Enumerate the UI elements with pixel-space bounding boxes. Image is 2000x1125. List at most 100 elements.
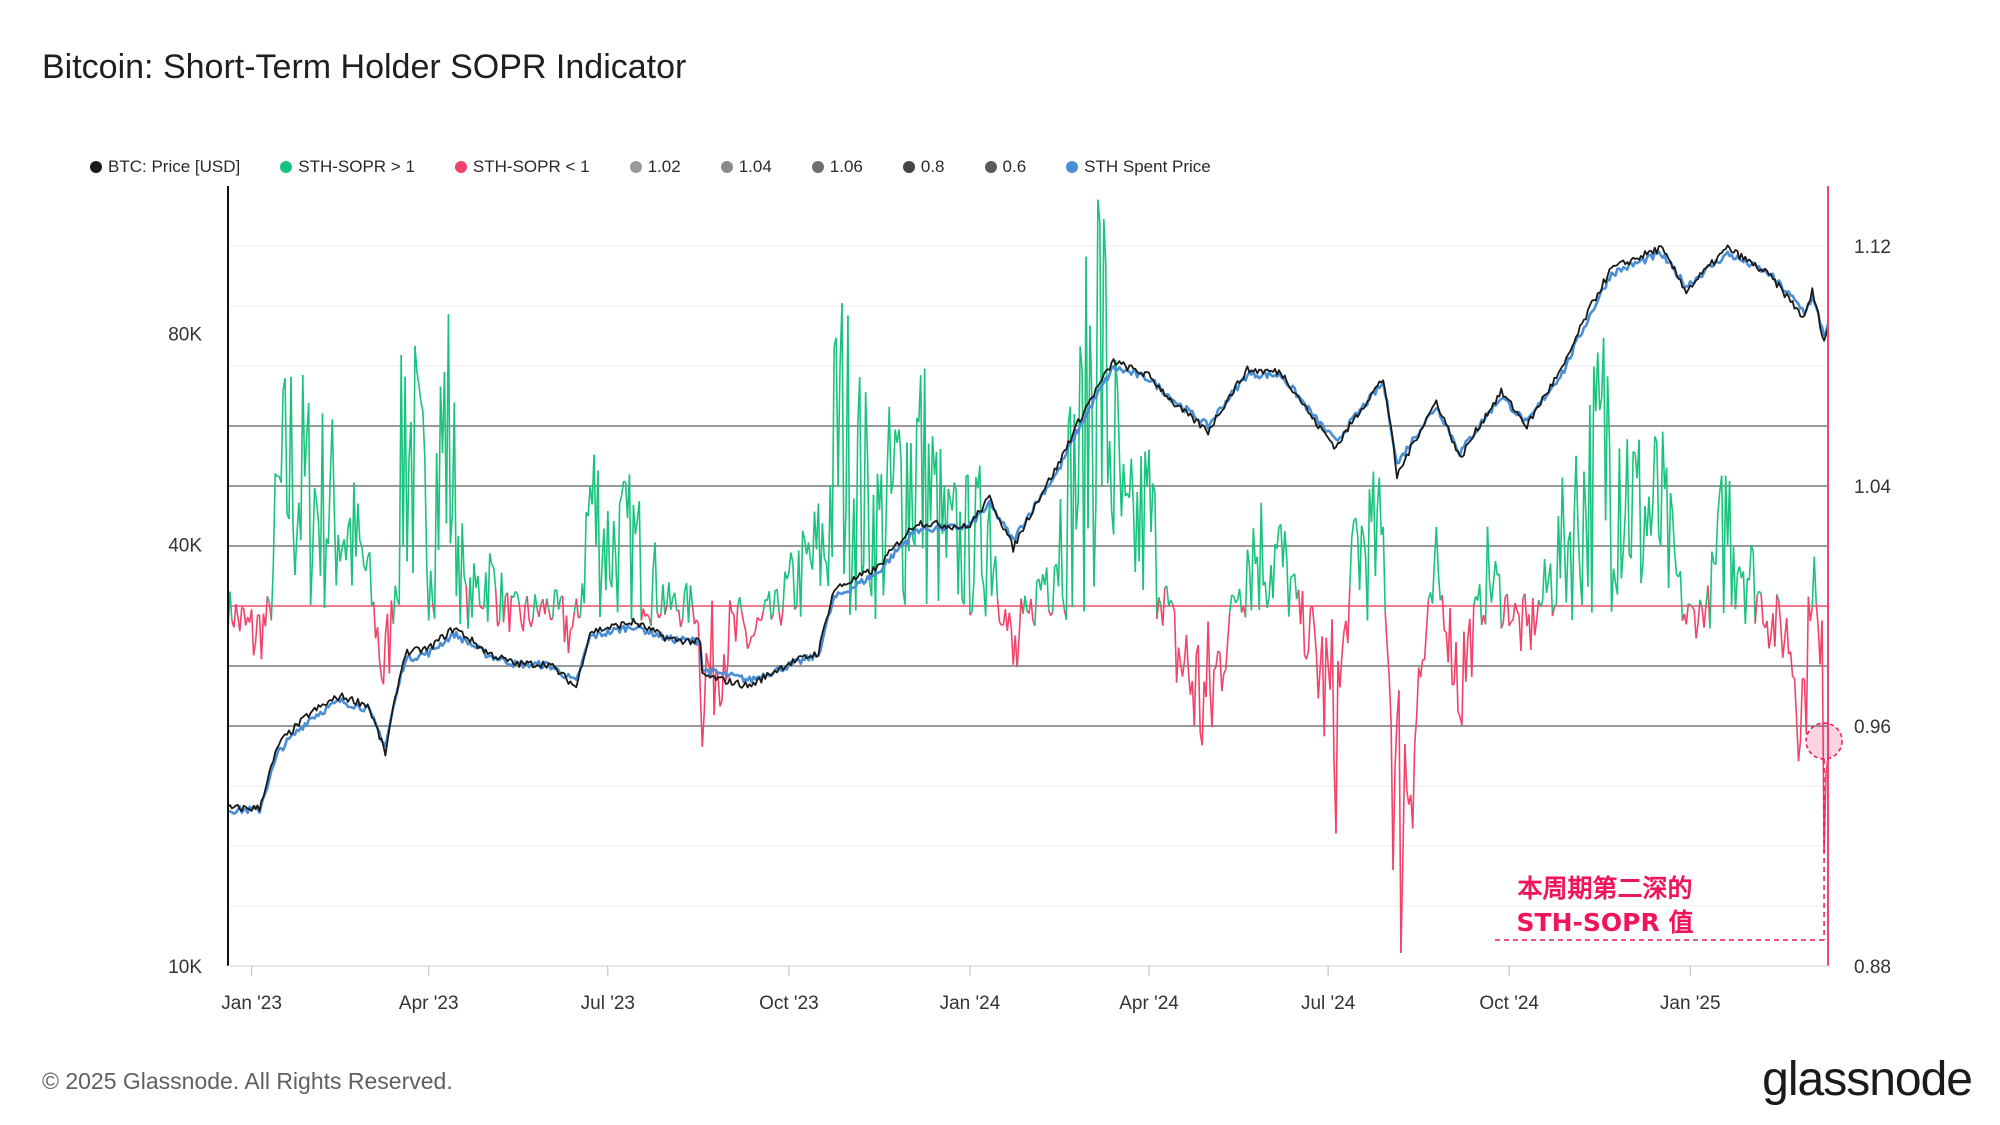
legend-label: 1.04 <box>738 157 772 176</box>
sopr-segment <box>904 442 908 605</box>
legend-label: STH Spent Price <box>1084 157 1211 176</box>
sopr-segment <box>1596 352 1601 411</box>
sopr-segment <box>1185 635 1190 672</box>
sopr-segment <box>945 488 950 558</box>
sopr-segment <box>1406 789 1410 805</box>
sopr-segment <box>1246 549 1251 567</box>
sopr-segment <box>1252 528 1257 564</box>
sopr-segment <box>321 413 326 608</box>
sopr-segment <box>337 534 341 562</box>
legend-item-8[interactable]: STH Spent Price <box>1066 157 1211 177</box>
sopr-segment <box>719 700 723 707</box>
sopr-segment <box>1392 767 1396 870</box>
x-tick-label: Jan '25 <box>1660 993 1721 1014</box>
sopr-segment <box>723 654 727 682</box>
sopr-segment <box>1307 607 1312 652</box>
sopr-segment <box>658 613 662 619</box>
annotation-line-2: STH-SOPR 值 <box>1517 908 1694 937</box>
sopr-segment <box>1039 574 1044 591</box>
sopr-segment <box>1234 599 1239 604</box>
sopr-segment <box>561 595 566 643</box>
legend-item-0[interactable]: BTC: Price [USD] <box>90 157 240 177</box>
sopr-segment <box>1559 477 1564 579</box>
sopr-segment <box>1419 659 1424 678</box>
sopr-segment <box>1604 376 1609 521</box>
sopr-segment <box>711 600 715 715</box>
sopr-segment <box>831 346 835 557</box>
sopr-segment <box>1630 451 1634 559</box>
sopr-segment <box>1372 471 1377 577</box>
sopr-segment <box>939 448 944 534</box>
sopr-segment <box>1642 506 1646 563</box>
sopr-segment <box>1211 669 1215 728</box>
sopr-segment <box>746 643 751 650</box>
sopr-segment <box>569 626 574 631</box>
sopr-segment <box>1671 512 1676 550</box>
sopr-segment <box>1116 388 1121 459</box>
sopr-segment <box>1347 587 1351 644</box>
sopr-segment <box>274 472 278 477</box>
sopr-segment <box>555 589 560 610</box>
legend-item-7[interactable]: 0.6 <box>984 157 1026 177</box>
legend-item-2[interactable]: STH-SOPR < 1 <box>454 157 590 177</box>
sopr-segment <box>984 527 989 617</box>
sopr-segment <box>1187 670 1192 695</box>
sopr-segment <box>1484 526 1489 625</box>
btc-price-line <box>227 244 1829 813</box>
sopr-segment <box>662 584 666 615</box>
sopr-segment <box>1449 607 1453 685</box>
sopr-segment <box>1224 640 1229 670</box>
sopr-segment <box>792 562 796 610</box>
sopr-segment <box>502 595 507 623</box>
sopr-segment <box>1575 455 1579 530</box>
sopr-segment <box>516 593 521 605</box>
sopr-segment <box>1087 325 1091 529</box>
sopr-segment <box>623 480 626 483</box>
sopr-segment <box>1650 505 1654 536</box>
legend-item-6[interactable]: 0.8 <box>902 157 945 177</box>
sopr-segment <box>1378 477 1383 535</box>
sopr-segment <box>378 660 383 678</box>
sopr-segment <box>1561 477 1566 540</box>
sopr-segment <box>1213 666 1217 671</box>
legend-item-1[interactable]: STH-SOPR > 1 <box>280 157 415 177</box>
sopr-segment <box>1472 596 1477 606</box>
sopr-segment <box>1785 618 1790 655</box>
sopr-segment <box>1583 471 1587 515</box>
sopr-segment <box>1215 650 1219 667</box>
sopr-segment <box>971 583 975 613</box>
legend-item-3[interactable]: 1.02 <box>629 157 681 177</box>
sopr-segment <box>1290 575 1294 579</box>
legend-dot-icon <box>720 161 733 173</box>
legend-item-4[interactable]: 1.04 <box>720 157 772 177</box>
sopr-segment <box>1486 526 1491 582</box>
sopr-segment <box>331 419 336 510</box>
sopr-segment <box>776 589 780 613</box>
sopr-segment <box>701 712 706 747</box>
sopr-segment <box>418 384 422 402</box>
sopr-segment <box>1197 644 1202 733</box>
sopr-segment <box>772 590 776 615</box>
x-tick-label: Apr '23 <box>399 993 459 1014</box>
sopr-segment <box>382 634 387 685</box>
sopr-segment <box>900 460 904 591</box>
sopr-segment <box>429 570 434 604</box>
sopr-segment <box>518 604 523 623</box>
x-tick-label: Jul '23 <box>581 993 635 1014</box>
sopr-segment <box>492 567 497 590</box>
sopr-segment <box>1766 620 1770 649</box>
legend-label: 0.8 <box>920 157 945 176</box>
sopr-segment <box>642 608 646 617</box>
sopr-segment <box>807 542 812 561</box>
sopr-segment <box>567 629 572 654</box>
sopr-segment <box>394 585 399 601</box>
sopr-segment <box>884 465 889 552</box>
sopr-segment <box>646 613 650 618</box>
right-tick-label: 1.04 <box>1854 477 1891 498</box>
sopr-segment <box>1165 585 1170 607</box>
sopr-segment <box>1457 711 1461 717</box>
legend-item-5[interactable]: 1.06 <box>811 157 863 177</box>
sopr-segment <box>1226 612 1231 641</box>
sopr-segment <box>1313 626 1318 653</box>
sopr-segment <box>1148 449 1152 533</box>
